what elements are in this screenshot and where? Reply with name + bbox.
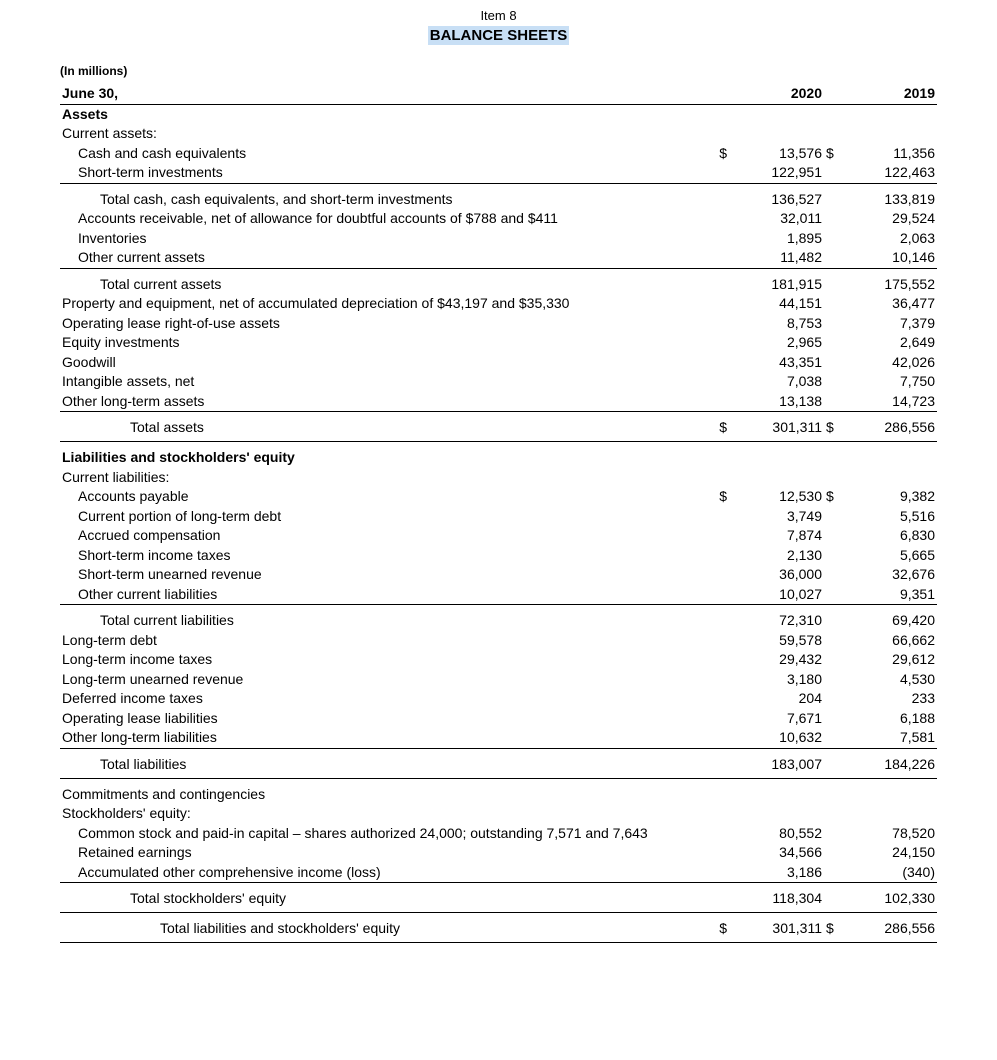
liab-heading: Liabilities and stockholders' equity [60, 448, 711, 468]
table-row: Equity investments2,9652,649 [60, 333, 937, 353]
units-label: (In millions) [60, 64, 937, 78]
table-header-row: June 30, 2020 2019 [60, 84, 937, 104]
table-row: Intangible assets, net7,0387,750 [60, 372, 937, 392]
table-row: Total liabilities183,007184,226 [60, 755, 937, 775]
table-row: Total assets$301,311$286,556 [60, 418, 937, 438]
date-label: June 30, [60, 84, 711, 104]
current-liab-heading: Current liabilities: [60, 468, 711, 488]
table-row: Long-term unearned revenue3,1804,530 [60, 670, 937, 690]
col-year1: 2020 [729, 84, 824, 104]
table-row: Operating lease right-of-use assets8,753… [60, 314, 937, 334]
table-row: Short-term income taxes2,1305,665 [60, 546, 937, 566]
item-header: Item 8 [60, 8, 937, 23]
table-row: Total current assets181,915175,552 [60, 275, 937, 295]
table-row: Other long-term liabilities10,6327,581 [60, 728, 937, 748]
table-row: Inventories1,8952,063 [60, 229, 937, 249]
col-year2: 2019 [842, 84, 937, 104]
table-row: Total stockholders' equity118,304102,330 [60, 889, 937, 909]
table-row: Accounts receivable, net of allowance fo… [60, 209, 937, 229]
stockholders-heading: Stockholders' equity: [60, 804, 711, 824]
table-row: Short-term unearned revenue36,00032,676 [60, 565, 937, 585]
table-row: Total cash, cash equivalents, and short-… [60, 190, 937, 210]
table-row: Operating lease liabilities7,6716,188 [60, 709, 937, 729]
page-title: BALANCE SHEETS [428, 26, 570, 45]
table-row: Short-term investments122,951122,463 [60, 163, 937, 183]
table-row: Accounts payable$12,530$9,382 [60, 487, 937, 507]
balance-sheet-page: Item 8 BALANCE SHEETS (In millions) June… [0, 0, 997, 965]
table-row: Property and equipment, net of accumulat… [60, 294, 937, 314]
table-row: Total current liabilities72,31069,420 [60, 611, 937, 631]
table-row: Goodwill43,35142,026 [60, 353, 937, 373]
table-row: Long-term debt59,57866,662 [60, 631, 937, 651]
balance-sheet-table: June 30, 2020 2019 Assets Current assets… [60, 84, 937, 945]
table-row: Retained earnings34,56624,150 [60, 843, 937, 863]
table-row: Accrued compensation7,8746,830 [60, 526, 937, 546]
table-row: Accumulated other comprehensive income (… [60, 863, 937, 883]
current-assets-heading: Current assets: [60, 124, 711, 144]
table-row: Long-term income taxes29,43229,612 [60, 650, 937, 670]
table-row: Common stock and paid-in capital – share… [60, 824, 937, 844]
commitments: Commitments and contingencies [60, 785, 711, 805]
table-row: Deferred income taxes204233 [60, 689, 937, 709]
table-row: Other current liabilities10,0279,351 [60, 585, 937, 605]
page-title-wrap: BALANCE SHEETS [60, 27, 937, 44]
table-row: Current portion of long-term debt3,7495,… [60, 507, 937, 527]
table-row: Cash and cash equivalents$13,576$11,356 [60, 144, 937, 164]
table-row: Other long-term assets13,13814,723 [60, 392, 937, 412]
table-row: Other current assets11,48210,146 [60, 248, 937, 268]
assets-heading: Assets [60, 104, 711, 124]
table-row: Total liabilities and stockholders' equi… [60, 919, 937, 939]
